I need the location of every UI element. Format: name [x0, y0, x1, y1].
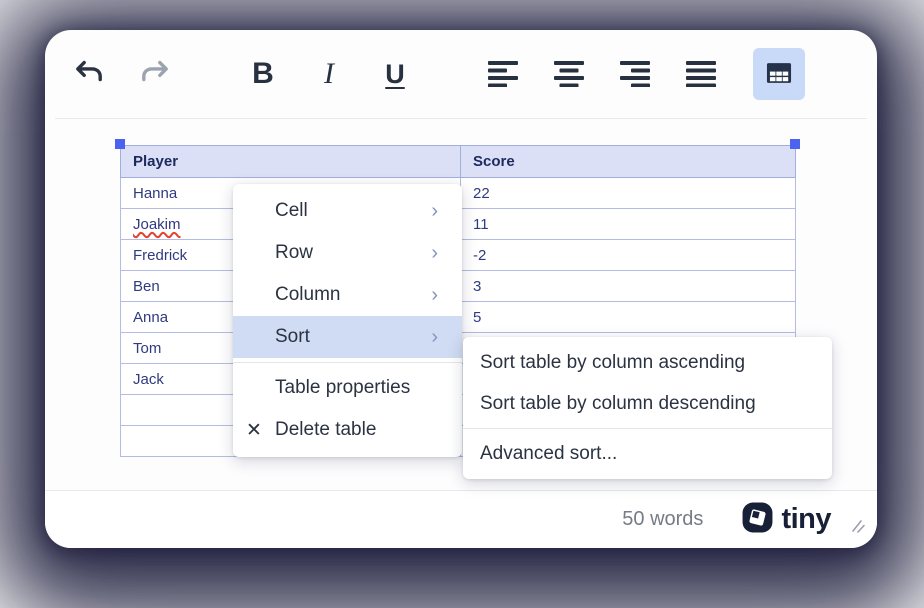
align-justify-button[interactable] [679, 52, 723, 96]
italic-button[interactable]: I [307, 52, 351, 96]
redo-button[interactable] [133, 52, 177, 96]
score-cell[interactable]: 22 [460, 177, 796, 209]
score-cell[interactable]: -2 [460, 239, 796, 271]
chevron-right-icon: › [431, 241, 438, 264]
menu-item-label: Table properties [275, 377, 411, 398]
table-header-player[interactable]: Player [120, 145, 461, 178]
sort-submenu: Sort table by column ascending Sort tabl… [463, 337, 832, 479]
align-justify-icon [685, 59, 717, 90]
chevron-right-icon: › [431, 283, 438, 306]
table-header-score[interactable]: Score [460, 145, 796, 178]
table-header-row: Player Score [120, 145, 796, 178]
toolbar: B I U [45, 30, 877, 118]
submenu-item-sort-descending[interactable]: Sort table by column descending [463, 383, 832, 424]
submenu-item-label: Advanced sort... [480, 442, 618, 464]
align-right-button[interactable] [613, 52, 657, 96]
menu-item-label: Row [275, 242, 314, 263]
menu-item-delete-table[interactable]: ✕ Delete table [233, 409, 462, 451]
tiny-logo-icon [741, 501, 774, 539]
redo-icon [138, 56, 172, 93]
underline-icon: U [385, 58, 405, 89]
align-center-icon [553, 59, 585, 90]
status-bar: 50 words tiny [45, 490, 877, 548]
bold-button[interactable]: B [241, 52, 285, 96]
brand-wordmark: tiny [781, 503, 831, 535]
menu-separator [233, 362, 462, 363]
table-icon [762, 56, 796, 93]
misspelled-word: Joakim [133, 215, 181, 233]
word-count[interactable]: 50 words [622, 508, 704, 530]
delete-x-icon: ✕ [246, 419, 262, 441]
submenu-item-advanced-sort[interactable]: Advanced sort... [463, 433, 832, 474]
chevron-right-icon: › [431, 199, 438, 222]
submenu-separator [463, 428, 832, 429]
align-right-icon [619, 59, 651, 90]
submenu-item-label: Sort table by column descending [480, 392, 756, 414]
score-cell[interactable]: 11 [460, 208, 796, 240]
tiny-brand[interactable]: tiny [741, 501, 831, 539]
menu-item-label: Cell [275, 200, 308, 221]
undo-button[interactable] [67, 52, 111, 96]
chevron-right-icon: › [431, 325, 438, 348]
table-context-menu: Cell › Row › Column › Sort › Table pr [233, 184, 462, 457]
undo-icon [72, 56, 106, 93]
menu-item-label: Column [275, 284, 341, 305]
editor-window: B I U [45, 30, 877, 548]
menu-item-column[interactable]: Column › [233, 274, 462, 316]
bold-icon: B [252, 57, 274, 90]
align-center-button[interactable] [547, 52, 591, 96]
submenu-item-label: Sort table by column ascending [480, 351, 746, 373]
menu-item-table-properties[interactable]: Table properties [233, 367, 462, 409]
align-left-icon [487, 59, 519, 90]
menu-item-label: Sort [275, 326, 310, 347]
table-resize-handle-top-right[interactable] [790, 139, 800, 149]
toolbar-divider [55, 118, 867, 119]
menu-item-label: Delete table [275, 419, 377, 440]
underline-button[interactable]: U [373, 52, 417, 96]
score-cell[interactable]: 5 [460, 301, 796, 333]
menu-item-row[interactable]: Row › [233, 232, 462, 274]
menu-item-cell[interactable]: Cell › [233, 190, 462, 232]
table-button[interactable] [753, 48, 805, 100]
submenu-item-sort-ascending[interactable]: Sort table by column ascending [463, 342, 832, 383]
table-resize-handle-top-left[interactable] [115, 139, 125, 149]
italic-icon: I [324, 57, 334, 90]
resize-handle-icon[interactable] [850, 518, 866, 539]
menu-item-sort[interactable]: Sort › [233, 316, 462, 358]
align-left-button[interactable] [481, 52, 525, 96]
score-cell[interactable]: 3 [460, 270, 796, 302]
